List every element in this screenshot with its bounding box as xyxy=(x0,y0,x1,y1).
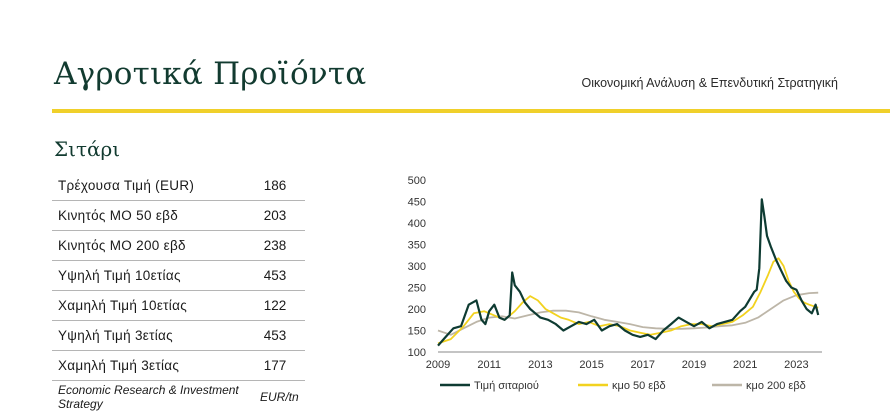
x-tick-label: 2017 xyxy=(631,359,655,371)
x-tick-label: 2009 xyxy=(426,359,450,371)
legend: Τιμή σιταριού κμο 50 εβδ κμο 200 εβδ xyxy=(440,380,806,392)
x-axis: 2009 2011 2013 2015 2017 2019 2021 2023 xyxy=(426,351,822,371)
y-tick-label: 150 xyxy=(408,326,426,338)
legend-label: Τιμή σιταριού xyxy=(474,380,539,392)
series-line-0 xyxy=(437,198,820,347)
page-title: Αγροτικά Προϊόντα xyxy=(54,56,367,92)
stat-value: 203 xyxy=(263,208,287,223)
stat-row-low-3y: Χαμηλή Τιμή 3ετίας 177 xyxy=(52,351,305,381)
y-tick-label: 200 xyxy=(408,304,426,316)
stat-label: Κινητός ΜΟ 50 εβδ xyxy=(58,208,179,223)
x-tick-label: 2011 xyxy=(477,359,501,371)
stats-table: Τρέχουσα Τιμή (EUR) 186 Κινητός ΜΟ 50 εβ… xyxy=(52,171,305,411)
stat-value: 122 xyxy=(263,298,287,313)
stat-row-ma200: Κινητός ΜΟ 200 εβδ 238 xyxy=(52,231,305,261)
stat-value: 186 xyxy=(263,178,287,193)
x-tick-label: 2013 xyxy=(528,359,552,371)
stat-label: Υψηλή Τιμή 10ετίας xyxy=(58,268,181,283)
wheat-price-chart: 100 150 200 250 300 350 400 450 500 2009 2011 2013… xyxy=(408,175,822,392)
y-tick-label: 400 xyxy=(408,218,426,230)
stats-footer: Economic Research & Investment Strategy … xyxy=(52,381,305,411)
stat-row-ma50: Κινητός ΜΟ 50 εβδ 203 xyxy=(52,201,305,231)
stat-value: 177 xyxy=(263,358,287,373)
series-line-1 xyxy=(437,257,819,345)
unit-note: EUR/tn xyxy=(260,390,299,404)
stat-row-current-price: Τρέχουσα Τιμή (EUR) 186 xyxy=(52,171,305,201)
stat-label: Χαμηλή Τιμή 3ετίας xyxy=(58,358,180,373)
y-axis: 100 150 200 250 300 350 400 450 500 xyxy=(408,175,426,359)
y-tick-label: 250 xyxy=(408,283,426,295)
legend-label: κμο 200 εβδ xyxy=(746,380,806,392)
page-subtitle: Οικονομική Ανάλυση & Επενδυτική Στρατηγι… xyxy=(581,76,838,90)
stat-label: Υψηλή Τιμή 3ετίας xyxy=(58,328,173,343)
series-layer xyxy=(437,198,820,347)
x-tick-label: 2023 xyxy=(784,359,808,371)
y-tick-label: 350 xyxy=(408,240,426,252)
x-tick-label: 2021 xyxy=(733,359,757,371)
y-tick-label: 500 xyxy=(408,175,426,187)
stat-label: Τρέχουσα Τιμή (EUR) xyxy=(58,178,195,193)
stat-value: 238 xyxy=(263,238,287,253)
stat-row-high-3y: Υψηλή Τιμή 3ετίας 453 xyxy=(52,321,305,351)
legend-label: κμο 50 εβδ xyxy=(612,380,666,392)
stat-value: 453 xyxy=(263,328,287,343)
header-divider xyxy=(52,109,890,113)
y-tick-label: 300 xyxy=(408,261,426,273)
stat-row-low-10y: Χαμηλή Τιμή 10ετίας 122 xyxy=(52,291,305,321)
x-tick-label: 2019 xyxy=(682,359,706,371)
stat-label: Χαμηλή Τιμή 10ετίας xyxy=(58,298,188,313)
source-note: Economic Research & Investment Strategy xyxy=(58,383,239,411)
y-tick-label: 450 xyxy=(408,197,426,209)
series-line-2 xyxy=(437,291,819,336)
section-title: Σιτάρι xyxy=(54,137,121,161)
y-tick-label: 100 xyxy=(408,347,426,359)
stat-label: Κινητός ΜΟ 200 εβδ xyxy=(58,238,186,253)
stat-value: 453 xyxy=(263,268,287,283)
x-tick-label: 2015 xyxy=(579,359,603,371)
stat-row-high-10y: Υψηλή Τιμή 10ετίας 453 xyxy=(52,261,305,291)
